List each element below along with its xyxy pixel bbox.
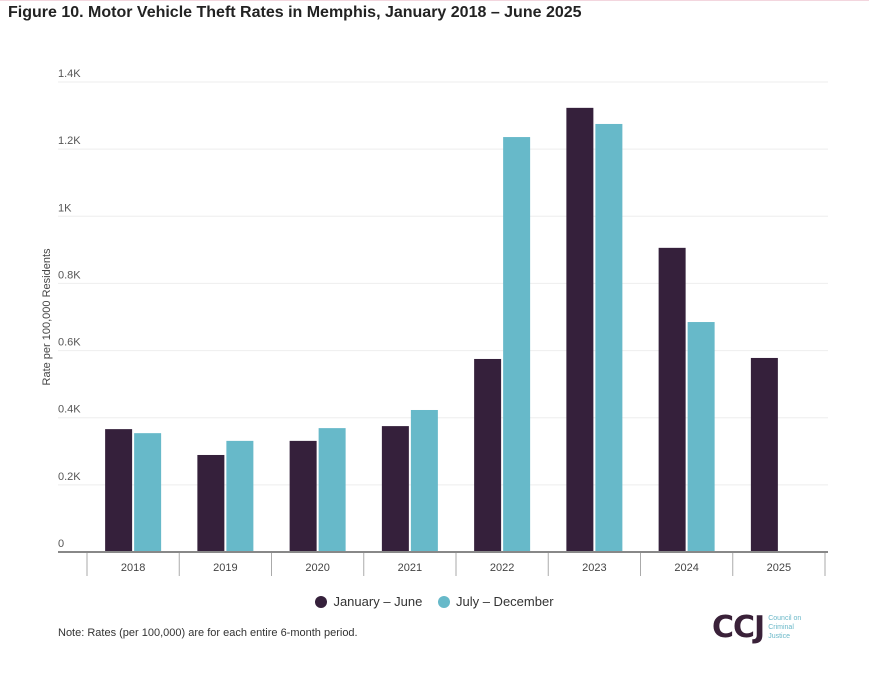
legend-swatch <box>315 595 328 608</box>
y-tick-label: 1.2K <box>58 135 81 147</box>
x-tick-label: 2021 <box>398 562 422 574</box>
top-border <box>0 0 869 1</box>
y-tick-label: 0.6K <box>58 337 81 349</box>
bar-2025-jan-jun <box>750 357 778 552</box>
bar-2018-jul-dec <box>134 433 162 552</box>
x-tick-label: 2022 <box>490 562 514 574</box>
legend: January – June July – December <box>0 594 869 611</box>
x-tick-label: 2024 <box>674 562 698 574</box>
x-tick-label: 2020 <box>305 562 329 574</box>
y-tick-label: 0.2K <box>58 471 81 483</box>
logo-line: Justice <box>768 633 790 640</box>
legend-item-jul-dec[interactable]: July – December <box>437 594 554 609</box>
legend-swatch <box>437 595 450 608</box>
legend-label: July – December <box>455 594 554 609</box>
bar-2020-jan-jun <box>289 440 317 552</box>
bar-2024-jan-jun <box>658 247 686 553</box>
bar-2023-jan-jun <box>566 107 594 552</box>
y-tick-label: 0.8K <box>58 269 81 281</box>
x-tick-label: 2019 <box>213 562 237 574</box>
bar-2018-jan-jun <box>105 429 133 552</box>
chart-note: Note: Rates (per 100,000) are for each e… <box>58 627 358 639</box>
y-tick-label: 0.4K <box>58 404 81 416</box>
bar-2024-jul-dec <box>687 322 715 552</box>
legend-label: January – June <box>333 594 423 609</box>
chart-title: Figure 10. Motor Vehicle Theft Rates in … <box>8 4 582 21</box>
bar-2021-jul-dec <box>410 409 438 552</box>
y-tick-label: 1K <box>58 202 72 214</box>
logo-mark: CCJ <box>712 610 765 645</box>
bar-2019-jan-jun <box>197 454 225 552</box>
legend-item-jan-jun[interactable]: January – June <box>315 594 422 609</box>
y-tick-label: 1.4K <box>58 68 81 80</box>
bar-2019-jul-dec <box>226 440 254 552</box>
logo-line: Council on <box>768 615 802 622</box>
bar-2023-jul-dec <box>595 123 623 552</box>
bar-2020-jul-dec <box>318 428 346 552</box>
x-tick-label: 2023 <box>582 562 606 574</box>
x-tick-label: 2018 <box>121 562 145 574</box>
ccj-logo: CCJ Council on Criminal Justice <box>712 610 808 645</box>
x-tick-label: 2025 <box>767 562 791 574</box>
bar-2022-jul-dec <box>503 137 531 553</box>
bar-chart: 0 0.2K 0.4K 0.6K 0.8K 1K 1.2K 1.4K Rate per 100,… <box>41 68 828 576</box>
bar-2021-jan-jun <box>381 426 409 552</box>
y-tick-label: 0 <box>58 538 64 550</box>
logo-line: Criminal <box>768 624 794 631</box>
bar-2022-jan-jun <box>474 358 502 552</box>
logo-subtitle: Council on Criminal Justice <box>768 614 808 641</box>
y-axis-label: Rate per 100,000 Residents <box>41 248 53 385</box>
